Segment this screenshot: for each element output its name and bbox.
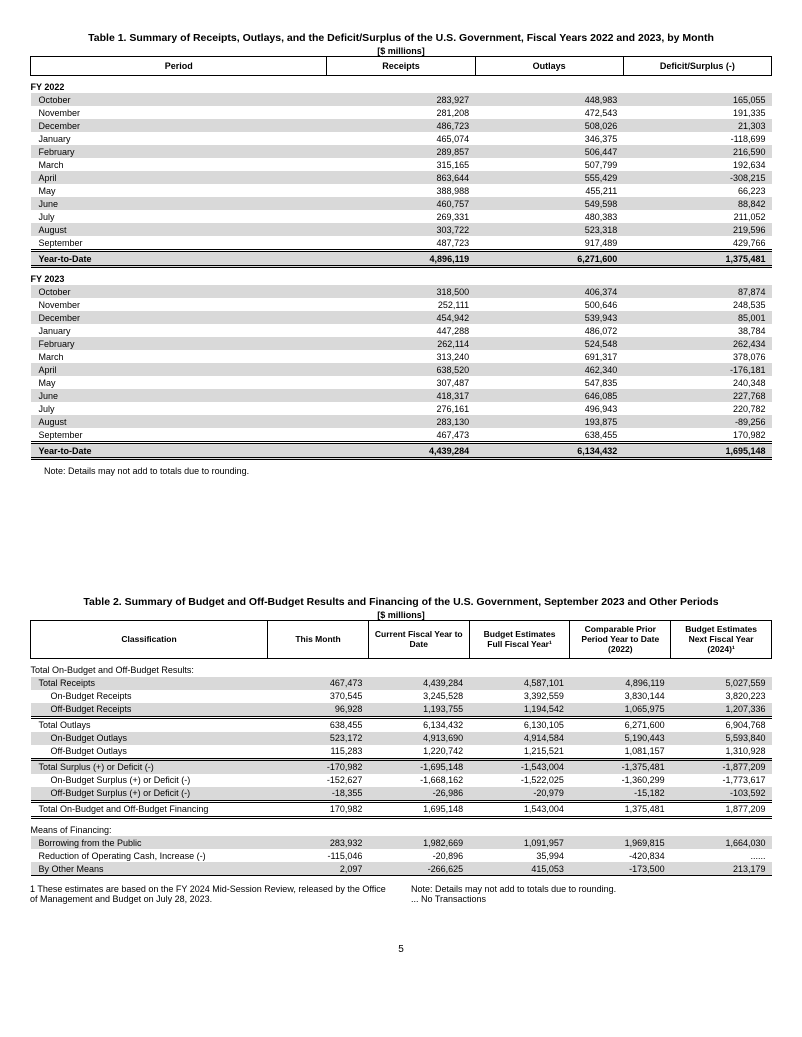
table2-title: Table 2. Summary of Budget and Off-Budge… [30,596,772,608]
table-row: May307,487547,835240,348 [31,376,772,389]
table-row: Reduction of Operating Cash, Increase (-… [31,849,772,862]
table2-units: [$ millions] [30,610,772,620]
table-row: April638,520462,340-176,181 [31,363,772,376]
table-row: On-Budget Receipts370,5453,245,5283,392,… [31,690,772,703]
t2-col-month: This Month [268,621,369,659]
table1-title: Table 1. Summary of Receipts, Outlays, a… [30,32,772,44]
table2-footnotes: 1 These estimates are based on the FY 20… [30,884,772,904]
table-row: Off-Budget Receipts96,9281,193,7551,194,… [31,703,772,718]
table-row: June418,317646,085227,768 [31,389,772,402]
page-number: 5 [30,944,772,955]
table-row: October283,927448,983165,055 [31,93,772,106]
table-row: Total On-Budget and Off-Budget Financing… [31,801,772,817]
t1-col-period: Period [31,57,327,76]
table1-units: [$ millions] [30,46,772,56]
table-row: July269,331480,383211,052 [31,210,772,223]
t2-col-estfull: Budget Estimates Full Fiscal Year¹ [469,621,570,659]
table-row: November281,208472,543191,335 [31,106,772,119]
t1-col-outlays: Outlays [475,57,623,76]
table-row: April863,644555,429-308,215 [31,171,772,184]
table-row: March313,240691,317378,076 [31,350,772,363]
table1: Period Receipts Outlays Deficit/Surplus … [30,56,772,460]
table-row: On-Budget Surplus (+) or Deficit (-)-152… [31,774,772,787]
table-row: January465,074346,375-118,699 [31,132,772,145]
t1-col-receipts: Receipts [327,57,475,76]
table-row: Total Receipts467,4734,439,2844,587,1014… [31,677,772,690]
table2-header-row: Classification This Month Current Fiscal… [31,621,772,659]
table-row: Off-Budget Surplus (+) or Deficit (-)-18… [31,787,772,802]
table-row: January447,288486,07238,784 [31,324,772,337]
table1-header-row: Period Receipts Outlays Deficit/Surplus … [31,57,772,76]
table-row: Off-Budget Outlays115,2831,220,7421,215,… [31,745,772,760]
table-row: July276,161496,943220,782 [31,402,772,415]
t2-section-label: Means of Financing: [31,817,772,836]
t2-section-label: Total On-Budget and Off-Budget Results: [31,659,772,677]
t1-ytd-row: Year-to-Date4,439,2846,134,4321,695,148 [31,443,772,459]
t1-col-deficit: Deficit/Surplus (-) [623,57,771,76]
t2-col-cfytd: Current Fiscal Year to Date [368,621,469,659]
table-row: May388,988455,21166,223 [31,184,772,197]
t1-ytd-row: Year-to-Date4,896,1196,271,6001,375,481 [31,251,772,267]
table-row: On-Budget Outlays523,1724,913,6904,914,5… [31,732,772,745]
footnote-right-1: Note: Details may not add to totals due … [411,884,772,894]
table-row: September467,473638,455170,982 [31,428,772,443]
table-row: October318,500406,37487,874 [31,285,772,298]
table-row: June460,757549,59888,842 [31,197,772,210]
table-row: December486,723508,02621,303 [31,119,772,132]
table-row: Borrowing from the Public283,9321,982,66… [31,836,772,849]
table-row: March315,165507,799192,634 [31,158,772,171]
table-row: December454,942539,94385,001 [31,311,772,324]
table-row: September487,723917,489429,766 [31,236,772,251]
table-row: August303,722523,318219,596 [31,223,772,236]
table-row: Total Surplus (+) or Deficit (-)-170,982… [31,759,772,774]
table-row: By Other Means2,097-266,625415,053-173,5… [31,862,772,876]
table1-note: Note: Details may not add to totals due … [30,466,772,476]
footnote-left: 1 These estimates are based on the FY 20… [30,884,391,904]
t1-section-header: FY 2023 [31,267,772,286]
t2-col-prior: Comparable Prior Period Year to Date (20… [570,621,671,659]
t2-col-class: Classification [31,621,268,659]
footnote-right: Note: Details may not add to totals due … [411,884,772,904]
table-row: November252,111500,646248,535 [31,298,772,311]
table-row: February289,857506,447216,590 [31,145,772,158]
t2-col-estnext: Budget Estimates Next Fiscal Year (2024)… [671,621,772,659]
t1-section-header: FY 2022 [31,76,772,94]
table-row: Total Outlays638,4556,134,4326,130,1056,… [31,717,772,732]
table-row: February262,114524,548262,434 [31,337,772,350]
table2: Classification This Month Current Fiscal… [30,620,772,876]
footnote-right-2: ... No Transactions [411,894,772,904]
table-row: August283,130193,875-89,256 [31,415,772,428]
